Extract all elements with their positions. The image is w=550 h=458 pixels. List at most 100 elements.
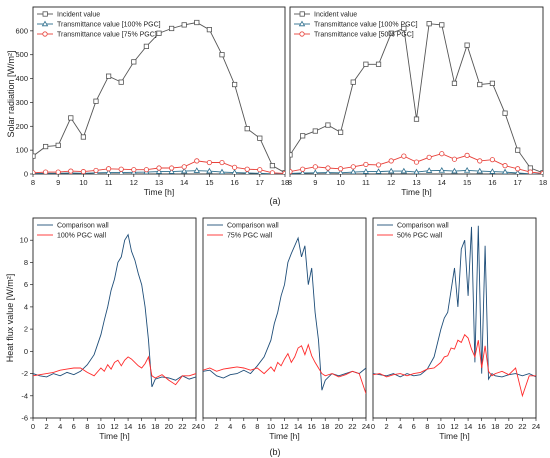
x-tick-label: 10	[336, 178, 344, 187]
plot-frame	[202, 217, 367, 419]
data-point	[312, 164, 318, 170]
data-point	[93, 167, 99, 174]
x-tick-label: 13	[155, 178, 163, 187]
data-point	[244, 166, 250, 172]
legend-marker	[298, 20, 306, 27]
data-point	[168, 25, 175, 32]
x-tick-label: 6	[72, 422, 76, 431]
data-point	[244, 169, 250, 174]
series-group	[33, 233, 196, 388]
data-point	[413, 159, 420, 165]
x-tick-label: 15	[463, 178, 471, 187]
x-tick-label: 8	[288, 178, 292, 187]
data-point	[463, 167, 471, 173]
legend-label: Transmittance value [75% PGC]	[57, 32, 157, 39]
x-axis-label: Time [h]	[99, 431, 129, 441]
series-line-0	[33, 233, 196, 388]
x-tick-label: 22	[178, 422, 186, 431]
x-tick-label: 2	[384, 422, 388, 431]
series-line-0	[33, 22, 285, 174]
legend-label: Transmittance value [50% PGC]	[314, 32, 414, 39]
y-tick-label: 2	[24, 325, 28, 334]
chart-panels: 8 9 10 11 12 13 14 15 16 17 180100200300400500600T…	[15, 6, 547, 441]
data-point	[33, 153, 36, 159]
data-point	[439, 22, 445, 28]
data-point	[451, 167, 458, 174]
x-tick-label: 2	[214, 422, 218, 431]
x-tick-label: 15	[205, 178, 213, 187]
data-point	[106, 73, 112, 79]
data-point	[68, 168, 74, 174]
data-point	[502, 110, 508, 116]
x-tick-label: 0	[201, 422, 205, 431]
x-tick-label: 6	[412, 422, 416, 431]
x-tick-label: 16	[307, 422, 315, 431]
y-tick-label: 300	[15, 98, 28, 107]
data-point	[80, 134, 86, 140]
data-point	[375, 61, 382, 67]
data-point	[118, 169, 124, 174]
x-tick-label: 24	[362, 422, 370, 431]
data-point	[464, 42, 470, 48]
data-point	[502, 168, 509, 174]
data-point	[55, 142, 61, 148]
data-point	[181, 22, 187, 28]
series-group	[203, 236, 366, 394]
legend-marker	[41, 20, 49, 27]
data-point	[439, 151, 445, 157]
x-tick-label: 6	[242, 422, 246, 431]
data-point	[206, 159, 212, 166]
y-tick-label: 0	[24, 347, 28, 356]
data-point	[426, 21, 432, 27]
x-tick-label: 18	[539, 178, 547, 187]
data-point	[451, 80, 458, 86]
legend-label: Incident value	[314, 12, 357, 19]
x-axis-label: Time [h]	[144, 187, 174, 197]
x-tick-label: 20	[335, 422, 343, 431]
y-tick-label: 6	[24, 280, 28, 289]
data-point	[477, 81, 483, 88]
x-tick-label: 18	[281, 178, 289, 187]
data-point	[181, 164, 187, 170]
x-tick-label: 10	[97, 422, 105, 431]
data-point	[194, 158, 200, 164]
y-tick-label: 8	[24, 258, 28, 267]
x-tick-label: 17	[514, 178, 522, 187]
x-tick-label: 8	[31, 178, 35, 187]
data-point	[231, 81, 238, 88]
legend-marker	[42, 31, 48, 37]
data-point	[312, 169, 318, 174]
legend-label: 100% PGC wall	[57, 233, 106, 240]
data-point	[43, 169, 49, 174]
x-tick-label: 24	[192, 422, 200, 431]
data-point	[43, 143, 49, 150]
plot-frame	[372, 217, 537, 419]
data-point	[400, 167, 408, 174]
panel-label-a: (a)	[270, 196, 281, 206]
data-point	[55, 169, 61, 174]
data-point	[219, 52, 225, 58]
legend-marker	[299, 31, 305, 37]
data-point	[143, 167, 149, 173]
series-line-0	[203, 236, 366, 391]
data-point	[312, 128, 318, 134]
x-tick-label: 4	[58, 422, 62, 431]
data-point	[337, 166, 344, 172]
panel-a-left: 8 9 10 11 12 13 14 15 16 17 18 0 100 200 300 400 500 600 T…	[15, 6, 289, 197]
series-line-1	[203, 343, 366, 394]
data-point	[464, 152, 470, 158]
x-tick-label: 8	[255, 422, 259, 431]
series-line-0	[290, 23, 543, 174]
y-tick-label: -2	[21, 369, 28, 378]
data-point	[489, 168, 496, 174]
series-line-1	[33, 355, 196, 386]
data-point	[257, 169, 263, 174]
data-point	[33, 170, 36, 174]
x-tick-label: 9	[313, 178, 317, 187]
data-point	[375, 162, 382, 168]
x-tick-label: 10	[267, 422, 275, 431]
data-point	[219, 159, 225, 166]
x-tick-label: 14	[294, 422, 302, 431]
data-point	[300, 133, 306, 139]
